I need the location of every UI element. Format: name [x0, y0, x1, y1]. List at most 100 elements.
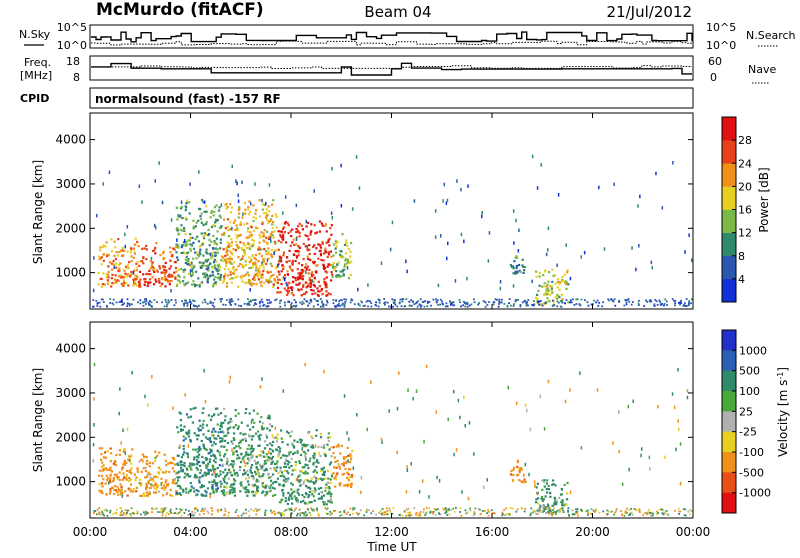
scatter-cell [290, 507, 292, 510]
echo-cell [110, 285, 113, 288]
scatter-cell [316, 509, 319, 512]
speckle-cell [499, 286, 502, 291]
echo-cell [195, 270, 198, 273]
echo-cell [561, 278, 564, 282]
speckle-cell [132, 270, 135, 275]
echo-cell [118, 267, 121, 270]
echo-cell [272, 220, 275, 224]
scatter-cell [446, 514, 449, 516]
echo-cell [311, 270, 314, 273]
echo-cell [271, 223, 274, 226]
speckle-cell [447, 241, 449, 246]
scatter-cell [523, 300, 526, 303]
scatter-cell [629, 512, 632, 515]
echo-cell [227, 431, 230, 435]
scatter-cell [287, 300, 289, 303]
scatter-cell [409, 514, 411, 517]
freq-left-tick-bottom: 8 [73, 71, 80, 84]
echo-cell [510, 469, 513, 473]
scatter-cell [307, 304, 309, 307]
echo-cell [151, 462, 154, 465]
echo-cell [305, 225, 308, 228]
scatter-cell [296, 514, 298, 517]
scatter-cell [94, 510, 97, 512]
echo-cell [198, 284, 201, 287]
echo-cell [138, 478, 142, 481]
scatter-cell [378, 301, 381, 304]
scatter-cell [541, 304, 544, 307]
echo-cell [566, 269, 569, 272]
scatter-cell [365, 511, 368, 513]
echo-cell [179, 466, 183, 469]
echo-cell [214, 225, 217, 228]
echo-cell [297, 488, 300, 491]
echo-cell [216, 423, 219, 426]
scatter-cell [183, 512, 186, 514]
echo-cell [250, 490, 254, 494]
echo-cell [311, 493, 314, 496]
echo-cell [219, 412, 223, 415]
echo-cell [346, 484, 349, 488]
echo-cell [339, 255, 342, 258]
echo-cell [313, 244, 316, 247]
echo-cell [129, 247, 133, 250]
scatter-cell [268, 299, 270, 302]
echo-cell [306, 486, 309, 489]
scatter-cell [327, 507, 329, 509]
speckle-cell [282, 276, 285, 280]
speckle-cell [153, 223, 156, 228]
echo-cell [309, 258, 312, 262]
echo-cell [136, 240, 139, 244]
echo-cell [120, 493, 123, 496]
scatter-cell [464, 305, 467, 308]
echo-cell [307, 221, 310, 224]
speckle-cell [170, 218, 173, 222]
echo-cell [237, 445, 240, 448]
echo-cell [198, 207, 201, 210]
speckle-cell [635, 267, 637, 272]
echo-cell [542, 505, 545, 508]
scatter-cell [229, 302, 231, 305]
echo-cell [348, 461, 352, 464]
echo-cell [537, 497, 540, 500]
echo-cell [119, 490, 122, 494]
echo-cell [236, 234, 239, 237]
scatter-cell [570, 301, 573, 304]
scatter-cell [613, 513, 615, 516]
echo-cell [339, 484, 342, 487]
scatter-cell [351, 513, 354, 515]
speckle-cell [142, 459, 144, 463]
echo-cell [520, 468, 523, 471]
echo-cell [98, 482, 101, 486]
scatter-cell [343, 303, 346, 306]
echo-cell [229, 258, 232, 261]
echo-cell [197, 219, 200, 222]
scatter-cell [637, 302, 640, 305]
echo-cell [535, 486, 538, 489]
scatter-cell [614, 304, 617, 307]
speckle-cell [323, 369, 325, 374]
echo-cell [191, 273, 194, 276]
echo-cell [213, 240, 216, 243]
echo-cell [252, 475, 255, 478]
echo-cell [552, 483, 555, 486]
echo-region [332, 443, 354, 489]
speckle-cell [540, 163, 542, 167]
echo-cell [265, 468, 268, 471]
speckle-cell [231, 164, 233, 169]
echo-cell [317, 290, 320, 293]
echo-cell [271, 226, 274, 230]
scatter-cell [407, 511, 409, 514]
echo-cell [333, 456, 336, 459]
echo-cell [199, 266, 202, 269]
echo-cell [547, 488, 550, 491]
speckle-cell [569, 490, 572, 495]
speckle-cell [436, 475, 438, 480]
echo-cell [261, 484, 264, 487]
scatter-cell [515, 510, 518, 513]
echo-cell [244, 439, 248, 442]
echo-cell [190, 269, 193, 272]
colorbar-segment [722, 472, 736, 493]
scatter-cell [261, 301, 264, 304]
scatter-cell [510, 304, 512, 307]
